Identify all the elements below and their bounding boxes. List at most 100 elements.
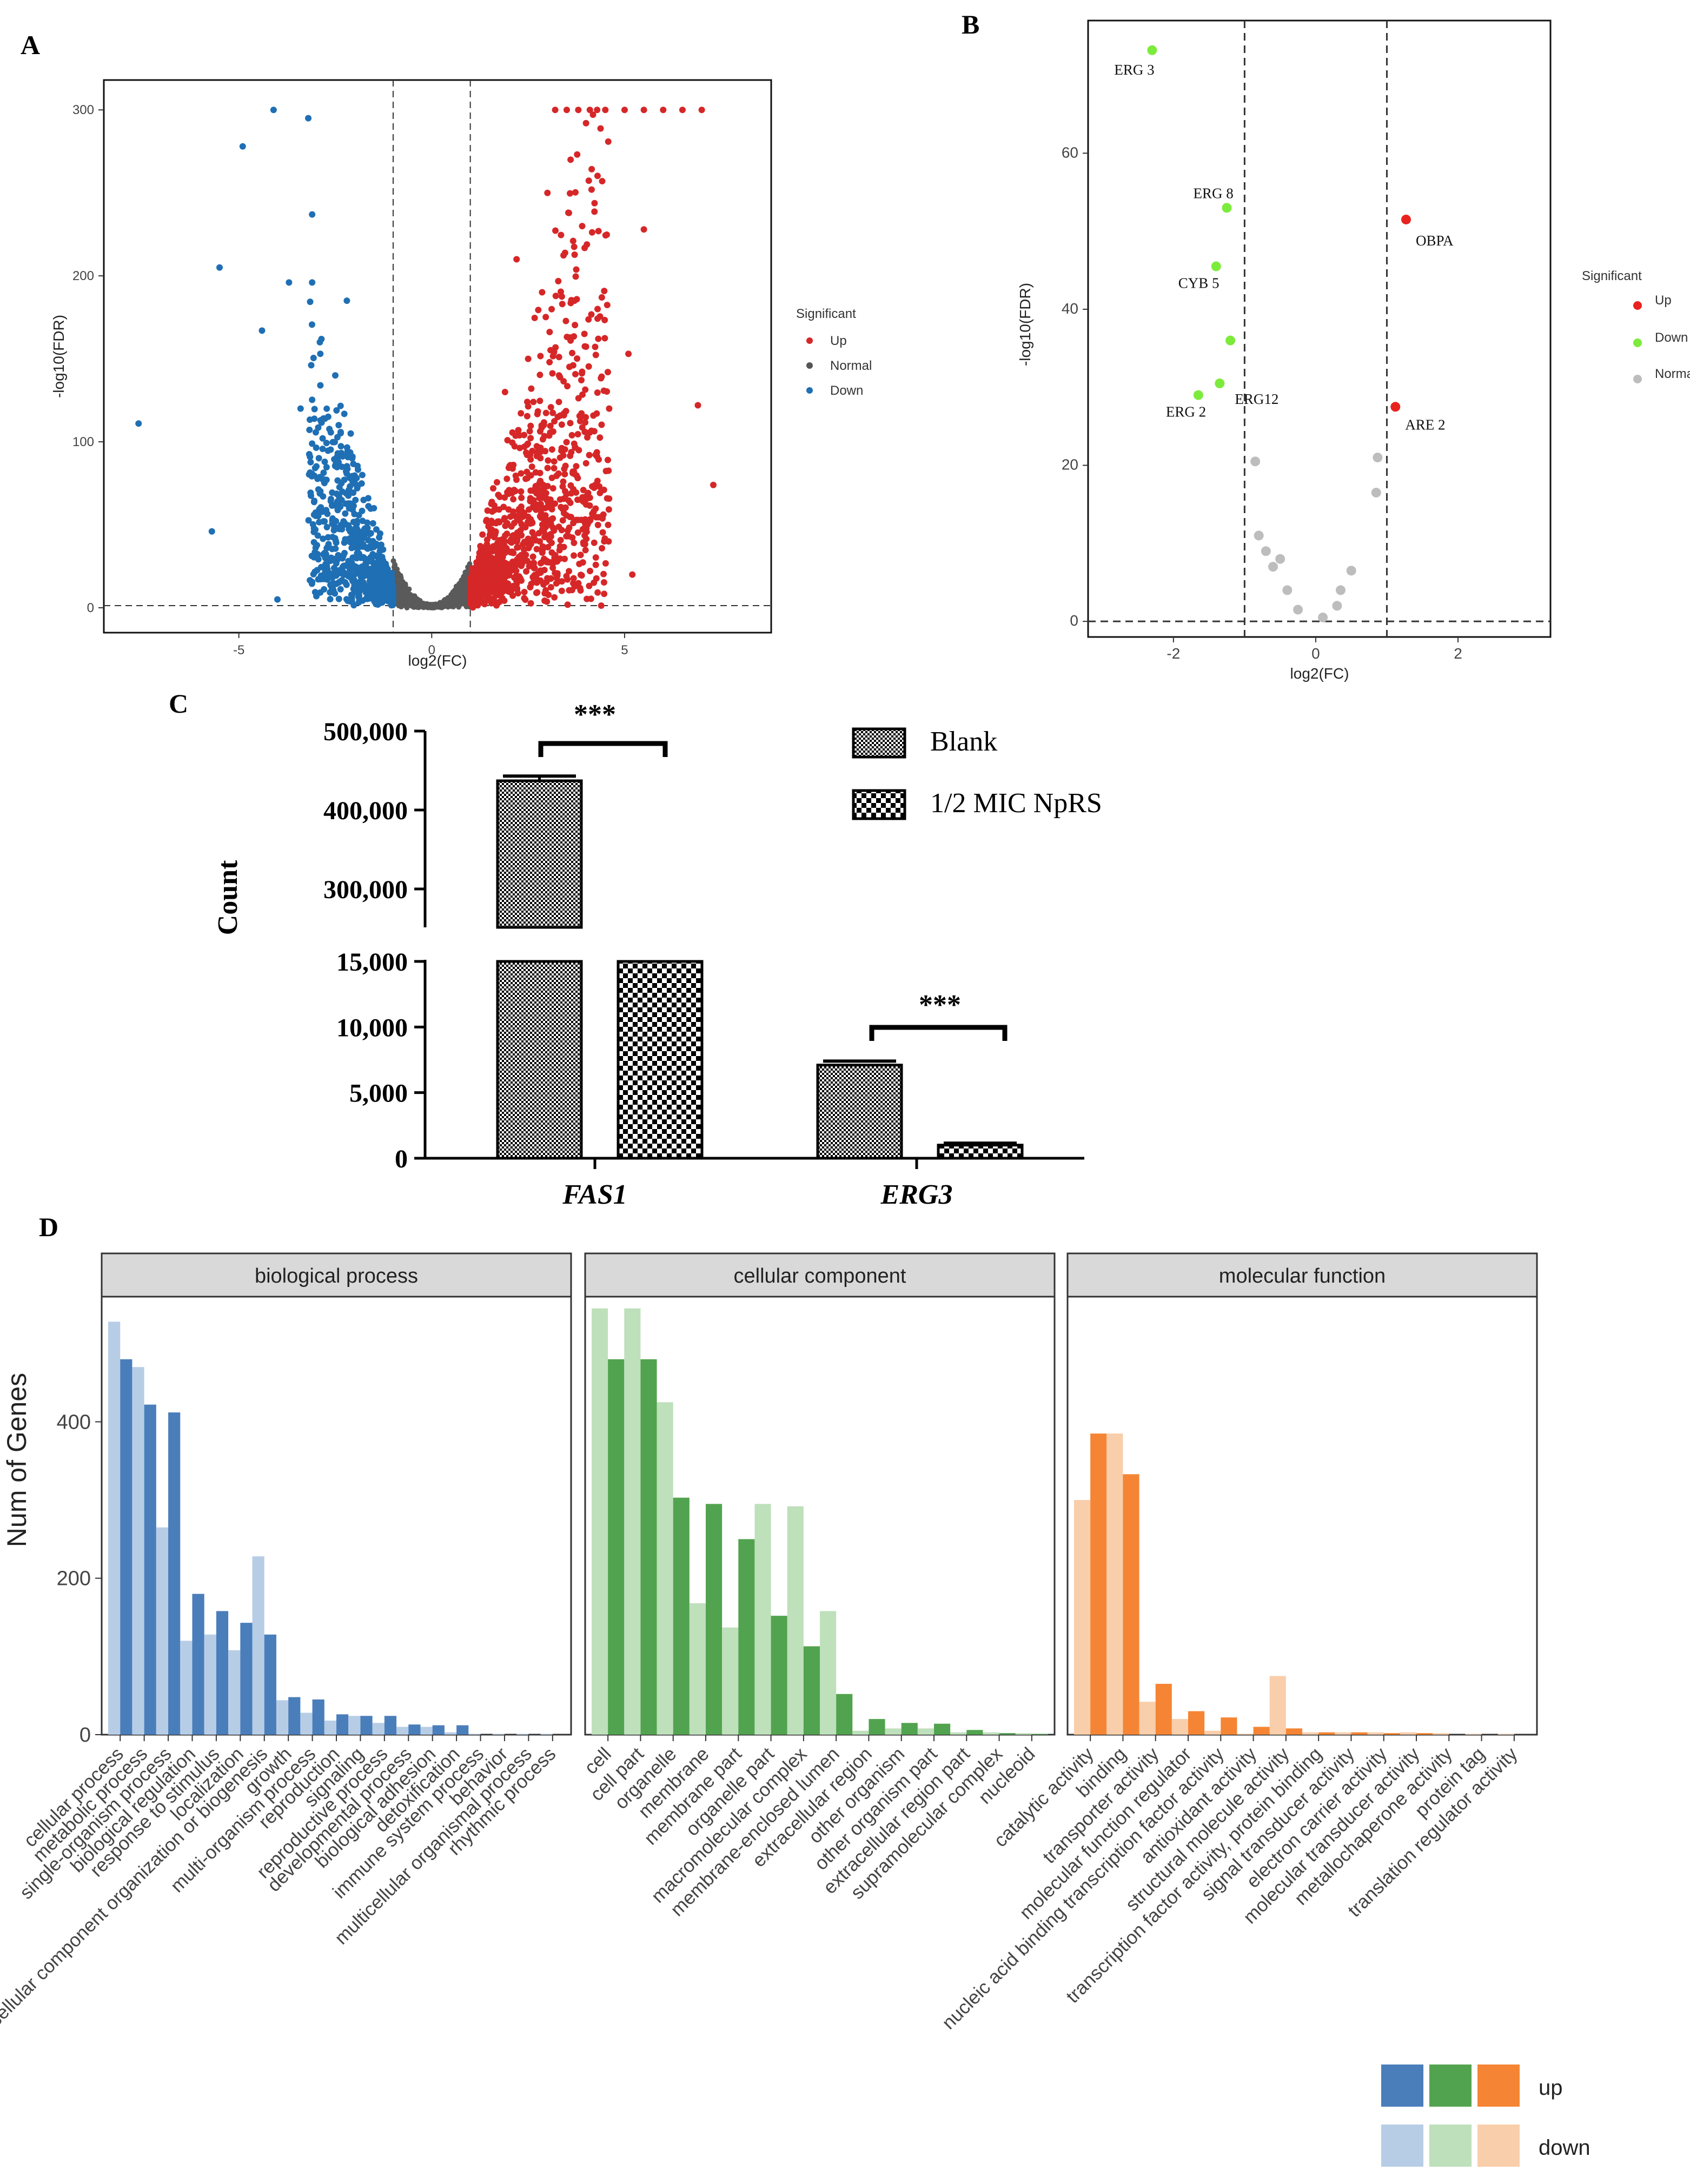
- d-facet-panel: [1066, 1296, 1538, 1736]
- point-down-cloud: [380, 593, 387, 600]
- point-up-cloud: [480, 563, 487, 570]
- point-down-cloud: [359, 507, 366, 514]
- point-up-cloud: [496, 493, 503, 500]
- panel-c-legend-blank: Blank: [930, 726, 997, 757]
- point-up: [582, 120, 589, 127]
- point-down: [1147, 45, 1157, 55]
- x-tick-label: 5: [621, 643, 628, 658]
- point-down-cloud: [349, 506, 356, 513]
- point-up-cloud: [597, 125, 604, 132]
- point-up-cloud: [585, 316, 592, 323]
- point-down-cloud: [316, 506, 323, 513]
- point-up-cloud: [565, 209, 572, 216]
- d-bar-down: [156, 1527, 169, 1735]
- point-up-cloud: [594, 107, 601, 114]
- point-up-cloud: [574, 496, 581, 503]
- d-bar-down: [204, 1634, 216, 1735]
- c-y-tick-label: 400,000: [323, 796, 408, 825]
- point-up-cloud: [573, 489, 580, 496]
- point-down-cloud: [328, 502, 335, 509]
- d-bar-up: [640, 1359, 657, 1735]
- point-down-cloud: [320, 493, 327, 500]
- panel-a-legend-down: Down: [830, 383, 863, 398]
- point-up-cloud: [494, 554, 501, 561]
- d-bar-up: [1123, 1474, 1139, 1735]
- x-tick-label: 0: [1311, 645, 1320, 662]
- point-down-cloud: [359, 543, 366, 550]
- point-normal-cloud: [462, 580, 468, 586]
- point-up-cloud: [567, 420, 574, 427]
- point-down-cloud: [370, 563, 377, 570]
- point-up-cloud: [564, 601, 571, 608]
- point-down-cloud: [383, 587, 390, 594]
- point-down-cloud: [364, 537, 372, 544]
- point-up-cloud: [530, 399, 537, 406]
- point-up-cloud: [493, 479, 500, 486]
- point-up-cloud: [537, 353, 544, 360]
- point-up-cloud: [498, 583, 505, 590]
- point-up-cloud: [551, 527, 558, 534]
- d-y-tick-label: 0: [79, 1724, 91, 1747]
- point-up-cloud: [591, 579, 598, 586]
- point-down-cloud: [360, 573, 367, 580]
- c-bracket-erg3: [869, 1025, 1008, 1041]
- y-tick-label: 60: [1062, 144, 1078, 161]
- point-down-cloud: [362, 555, 369, 562]
- d-bar-down: [180, 1641, 193, 1735]
- point-normal: [1293, 605, 1303, 615]
- point-down-cloud: [344, 451, 351, 458]
- point-up-cloud: [595, 456, 602, 463]
- d-bar-down: [624, 1308, 641, 1735]
- point-up-cloud: [548, 539, 555, 546]
- d-bar-up: [1253, 1727, 1270, 1735]
- panel-a-xlabel: log2(FC): [408, 652, 467, 669]
- point-down-cloud: [341, 519, 348, 526]
- point-up-cloud: [579, 494, 586, 501]
- point-up-cloud: [588, 165, 595, 172]
- point-down-cloud: [310, 539, 317, 546]
- point-down-cloud: [323, 562, 330, 569]
- point-up: [525, 355, 532, 362]
- point-up-cloud: [552, 569, 559, 576]
- point-up-cloud: [534, 410, 541, 417]
- point-normal-cloud: [413, 600, 419, 606]
- d-bar-up: [240, 1623, 253, 1735]
- point-down-cloud: [342, 579, 349, 586]
- point-up-cloud: [594, 389, 601, 396]
- point-up-cloud: [537, 448, 544, 455]
- point-up-cloud: [542, 409, 549, 416]
- point-down-cloud: [335, 595, 342, 602]
- point-down-cloud: [348, 545, 355, 552]
- point-up-cloud: [544, 482, 551, 489]
- point-up-cloud: [530, 561, 537, 568]
- point-up-cloud: [541, 534, 548, 541]
- point-down: [347, 430, 354, 437]
- point-up: [567, 156, 574, 163]
- point-up-cloud: [544, 464, 551, 472]
- point-up-cloud: [549, 485, 556, 492]
- panel-c-legend: Blank 1/2 MIC NpRS: [930, 726, 1102, 819]
- point-up-cloud: [546, 328, 553, 335]
- d-bar-up: [966, 1730, 983, 1735]
- c-y-tick-label: 500,000: [323, 718, 408, 746]
- point-down-cloud: [346, 564, 353, 571]
- point-up-cloud: [581, 520, 588, 527]
- point-up-cloud: [549, 370, 556, 377]
- point-normal-cloud: [391, 565, 397, 570]
- point-up-cloud: [488, 573, 495, 580]
- d-bar-down: [468, 1734, 481, 1735]
- point-down-cloud: [329, 580, 336, 587]
- point-up-cloud: [571, 539, 578, 546]
- point-up-cloud: [552, 227, 559, 234]
- d-bar-up: [456, 1725, 469, 1735]
- point-down: [297, 405, 304, 412]
- gene-label: ARE 2: [1405, 416, 1445, 433]
- point-up-cloud: [552, 552, 559, 559]
- point-up-cloud: [531, 572, 538, 579]
- point-normal-cloud: [457, 580, 463, 586]
- point-up-cloud: [542, 587, 549, 594]
- point-down-cloud: [351, 580, 358, 587]
- point-up-cloud: [578, 410, 585, 417]
- point-down-cloud: [312, 526, 319, 533]
